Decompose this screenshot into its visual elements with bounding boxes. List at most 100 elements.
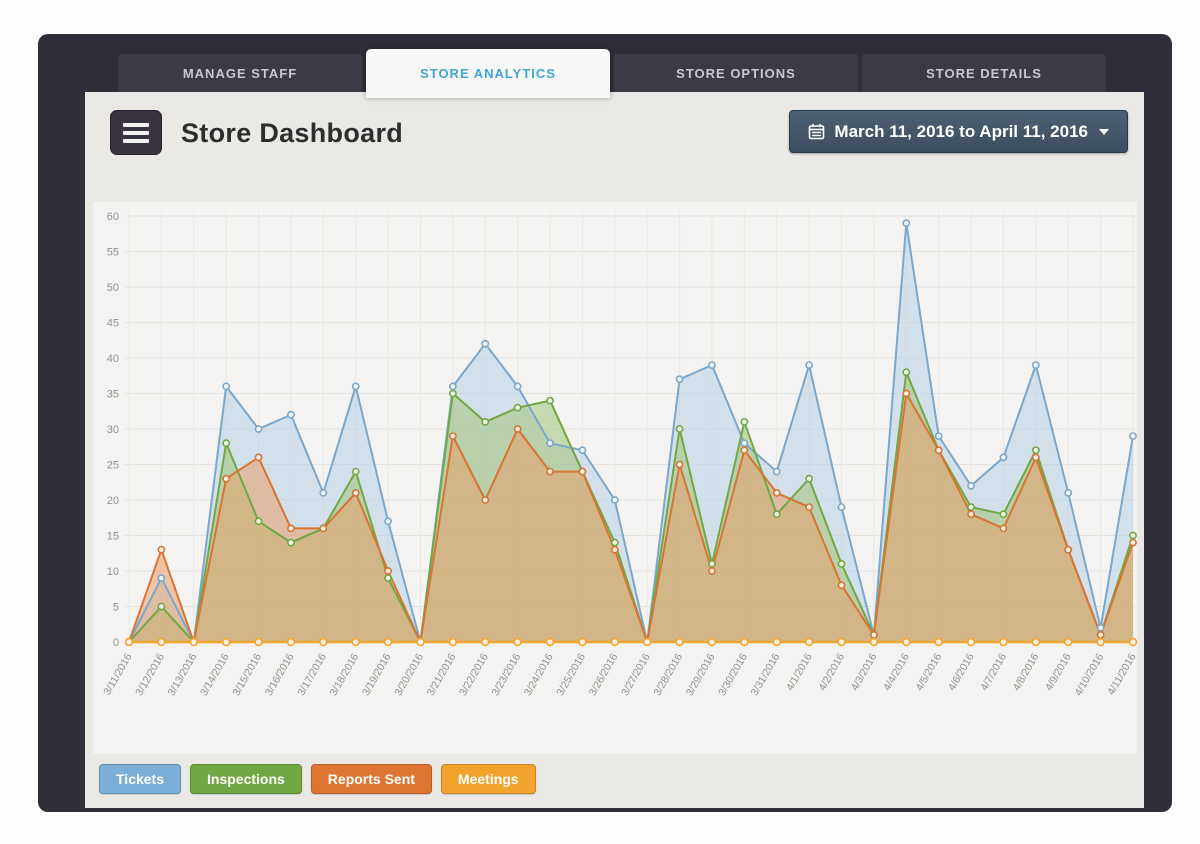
point-meetings [189, 637, 198, 647]
legend-tickets-button[interactable]: Tickets [99, 764, 181, 794]
x-axis-tick-label: 4/2/2016 [816, 651, 847, 693]
point-reports-sent [384, 567, 392, 575]
tab-manage-staff[interactable]: MANAGE STAFF [118, 54, 362, 92]
point-inspections [222, 439, 231, 448]
point-meetings [1128, 637, 1138, 647]
x-axis-tick-label: 3/27/2016 [619, 651, 653, 698]
point-inspections [772, 510, 781, 519]
point-tickets [837, 503, 846, 511]
x-axis-tick-label: 3/13/2016 [166, 651, 200, 698]
point-inspections [610, 538, 619, 547]
point-reports-sent [934, 446, 943, 455]
point-reports-sent [351, 488, 360, 497]
legend-inspections-button[interactable]: Inspections [190, 764, 302, 794]
point-meetings [124, 637, 134, 647]
x-axis-tick-label: 4/5/2016 [913, 651, 944, 693]
y-axis-tick-label: 60 [107, 211, 119, 223]
point-inspections [384, 574, 392, 582]
x-axis-tick-label: 4/9/2016 [1043, 651, 1074, 693]
x-axis-tick-label: 4/1/2016 [784, 651, 815, 693]
point-meetings [804, 637, 814, 647]
point-meetings [1064, 637, 1073, 647]
point-reports-sent [772, 488, 781, 497]
point-meetings [545, 637, 555, 647]
point-meetings [1031, 637, 1041, 647]
point-tickets [805, 361, 814, 369]
point-reports-sent [675, 460, 684, 469]
line-reports-sent [128, 392, 1134, 643]
point-reports-sent [902, 389, 911, 398]
point-tickets [967, 481, 975, 490]
point-tickets [513, 382, 522, 391]
y-axis-tick-label: 10 [107, 566, 119, 578]
point-meetings [383, 637, 393, 647]
x-axis-tick-label: 4/10/2016 [1072, 651, 1106, 698]
calendar-icon [809, 124, 825, 140]
point-inspections [254, 517, 263, 526]
point-meetings [610, 637, 620, 647]
point-tickets [351, 382, 360, 391]
y-axis-tick-label: 20 [107, 495, 119, 507]
legend-reports-sent-button[interactable]: Reports Sent [310, 764, 432, 794]
y-axis-tick-label: 0 [113, 637, 119, 649]
point-inspections [351, 467, 360, 476]
point-meetings [286, 637, 296, 647]
point-reports-sent [578, 467, 587, 476]
point-meetings [999, 637, 1008, 647]
tab-store-details[interactable]: STORE DETAILS [862, 54, 1106, 92]
x-axis-tick-label: 4/3/2016 [849, 651, 880, 693]
point-tickets [1129, 432, 1137, 440]
point-reports-sent [481, 496, 490, 504]
legend-meetings-button[interactable]: Meetings [440, 764, 536, 794]
y-axis-tick-label: 25 [107, 460, 119, 472]
y-axis-tick-label: 40 [107, 353, 119, 365]
point-reports-sent [740, 446, 749, 455]
point-reports-sent [157, 545, 166, 554]
point-tickets [902, 219, 911, 227]
date-range-button[interactable]: March 11, 2016 to April 11, 2016 [789, 110, 1128, 153]
point-inspections [481, 417, 490, 426]
x-axis-tick-label: 3/25/2016 [554, 651, 588, 698]
x-axis-tick-label: 3/31/2016 [749, 651, 783, 698]
dashboard-panel: Store Dashboard March 11, 2016 to April … [85, 92, 1144, 808]
point-inspections [708, 559, 716, 568]
y-axis-tick-label: 55 [107, 247, 119, 259]
point-tickets [319, 488, 328, 497]
x-axis-tick-label: 3/23/2016 [489, 651, 523, 698]
point-inspections [1129, 531, 1137, 540]
x-axis-tick-label: 3/20/2016 [392, 651, 426, 698]
x-axis-tick-label: 3/16/2016 [263, 651, 297, 698]
point-reports-sent [610, 545, 619, 554]
x-axis-tick-label: 3/14/2016 [198, 651, 232, 698]
x-axis-tick-label: 3/26/2016 [587, 651, 621, 698]
point-tickets [1064, 488, 1073, 497]
tab-store-options[interactable]: STORE OPTIONS [614, 54, 858, 92]
tab-bar: MANAGE STAFF STORE ANALYTICS STORE OPTIONS… [118, 49, 1106, 98]
y-axis-tick-label: 45 [107, 318, 119, 330]
chart-legend: Tickets Inspections Reports Sent Meetings [99, 764, 536, 794]
hamburger-icon [123, 122, 149, 143]
date-range-label: March 11, 2016 to April 11, 2016 [834, 121, 1088, 141]
point-meetings [351, 637, 360, 647]
point-inspections [546, 396, 554, 405]
point-reports-sent [546, 467, 554, 476]
x-axis-tick-label: 3/28/2016 [651, 651, 685, 698]
x-axis-tick-label: 4/8/2016 [1011, 651, 1042, 693]
point-meetings [869, 637, 879, 647]
point-tickets [999, 453, 1008, 462]
point-inspections [805, 474, 814, 483]
x-axis-tick-label: 3/11/2016 [101, 651, 134, 697]
point-meetings [707, 637, 717, 647]
tab-store-analytics[interactable]: STORE ANALYTICS [366, 49, 610, 98]
point-reports-sent [870, 630, 878, 639]
point-meetings [1096, 637, 1105, 647]
line-tickets [128, 222, 1134, 643]
point-reports-sent [513, 425, 522, 433]
menu-button[interactable] [110, 110, 162, 155]
y-axis-tick-label: 5 [113, 602, 119, 614]
point-reports-sent [967, 510, 975, 519]
x-axis-tick-label: 4/6/2016 [946, 651, 977, 693]
point-meetings [902, 637, 911, 647]
point-tickets [287, 410, 295, 419]
